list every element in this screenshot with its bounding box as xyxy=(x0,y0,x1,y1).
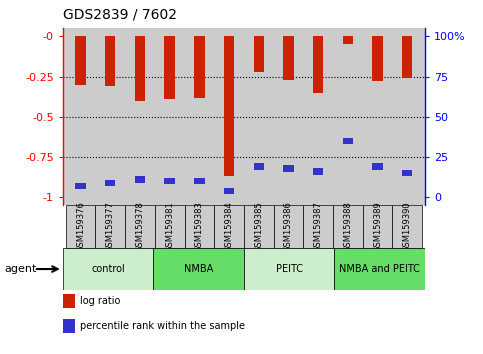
Text: GSM159385: GSM159385 xyxy=(254,201,263,252)
Bar xyxy=(224,188,234,194)
Bar xyxy=(254,36,264,72)
Bar xyxy=(342,138,353,144)
Text: GSM159376: GSM159376 xyxy=(76,201,85,252)
FancyBboxPatch shape xyxy=(244,248,335,290)
Text: log ratio: log ratio xyxy=(80,296,120,306)
Bar xyxy=(75,183,86,189)
Text: control: control xyxy=(91,264,125,274)
FancyBboxPatch shape xyxy=(335,248,425,290)
FancyBboxPatch shape xyxy=(244,205,273,248)
Text: NMBA: NMBA xyxy=(184,264,213,274)
Bar xyxy=(165,36,175,99)
FancyBboxPatch shape xyxy=(363,205,392,248)
Text: GSM159386: GSM159386 xyxy=(284,201,293,252)
Text: percentile rank within the sample: percentile rank within the sample xyxy=(80,321,245,331)
Bar xyxy=(372,164,383,170)
FancyBboxPatch shape xyxy=(125,205,155,248)
Bar xyxy=(224,36,234,176)
Bar xyxy=(75,36,86,85)
Text: PEITC: PEITC xyxy=(276,264,303,274)
Bar xyxy=(283,165,294,172)
Bar xyxy=(165,178,175,184)
Text: agent: agent xyxy=(5,264,37,274)
FancyBboxPatch shape xyxy=(155,205,185,248)
Bar xyxy=(105,36,115,86)
Text: GSM159378: GSM159378 xyxy=(136,201,144,252)
FancyBboxPatch shape xyxy=(214,205,244,248)
Bar xyxy=(105,179,115,186)
FancyBboxPatch shape xyxy=(392,205,422,248)
Bar xyxy=(135,36,145,101)
FancyBboxPatch shape xyxy=(333,205,363,248)
Text: GSM159388: GSM159388 xyxy=(343,201,352,252)
Bar xyxy=(313,36,323,93)
Bar xyxy=(194,178,205,184)
FancyBboxPatch shape xyxy=(303,205,333,248)
FancyBboxPatch shape xyxy=(154,248,244,290)
Bar xyxy=(402,170,412,176)
Text: NMBA and PEITC: NMBA and PEITC xyxy=(340,264,420,274)
Text: GSM159389: GSM159389 xyxy=(373,201,382,252)
Text: GSM159387: GSM159387 xyxy=(313,201,323,252)
Bar xyxy=(402,36,412,78)
FancyBboxPatch shape xyxy=(96,205,125,248)
Bar xyxy=(372,36,383,81)
Text: GSM159384: GSM159384 xyxy=(225,201,234,252)
Bar xyxy=(283,36,294,80)
Bar xyxy=(342,36,353,44)
Text: GDS2839 / 7602: GDS2839 / 7602 xyxy=(63,7,177,21)
Text: GSM159377: GSM159377 xyxy=(106,201,115,252)
Bar xyxy=(254,164,264,170)
Text: GSM159381: GSM159381 xyxy=(165,201,174,252)
Text: GSM159390: GSM159390 xyxy=(403,201,412,252)
Bar xyxy=(135,176,145,183)
Text: GSM159383: GSM159383 xyxy=(195,201,204,252)
Bar xyxy=(313,168,323,175)
FancyBboxPatch shape xyxy=(66,205,96,248)
FancyBboxPatch shape xyxy=(63,248,154,290)
FancyBboxPatch shape xyxy=(273,205,303,248)
Bar xyxy=(194,36,205,97)
FancyBboxPatch shape xyxy=(185,205,214,248)
